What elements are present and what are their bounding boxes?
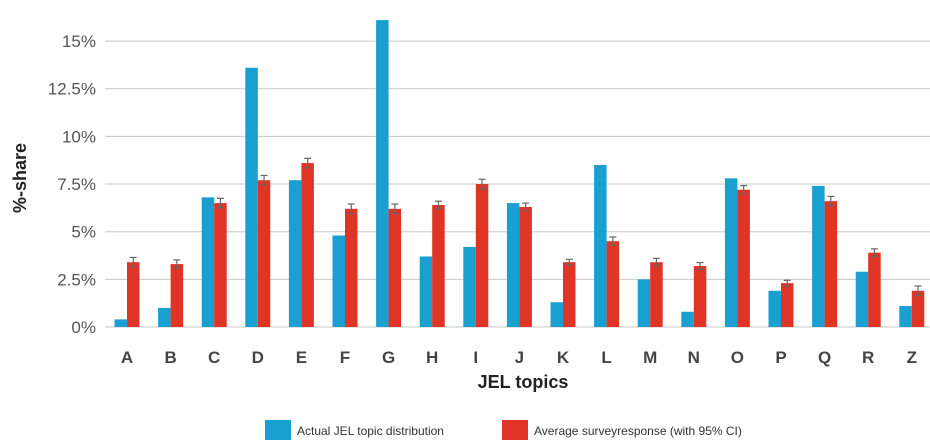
error-bar-L	[609, 236, 617, 247]
bar-survey-O	[737, 189, 750, 327]
bar-survey-P	[781, 283, 794, 327]
error-bar-I	[478, 178, 486, 190]
y-tick-label: 10%	[62, 127, 96, 146]
legend-swatch-survey	[502, 420, 528, 440]
y-tick-label: 7.5%	[57, 175, 96, 194]
error-bar-J	[522, 202, 530, 212]
y-axis-title: %-share	[10, 143, 30, 213]
y-tick-label: 2.5%	[57, 270, 96, 289]
bar-actual-Q	[812, 185, 825, 327]
bar-survey-L	[606, 241, 620, 327]
bar-survey-R	[868, 252, 881, 327]
legend: Actual JEL topic distribution Average su…	[265, 420, 742, 440]
x-tick-label-E: E	[296, 348, 307, 367]
x-tick-label-J: J	[515, 348, 524, 367]
bar-actual-F	[332, 235, 345, 327]
x-tick-label-I: I	[473, 348, 478, 367]
bar-survey-K	[563, 262, 576, 327]
x-tick-label-D: D	[252, 348, 264, 367]
x-tick-label-C: C	[208, 348, 220, 367]
y-tick-label: 15%	[62, 32, 96, 51]
error-bar-Z	[914, 285, 922, 297]
bar-survey-E	[301, 163, 314, 327]
bar-survey-H	[432, 205, 445, 327]
x-tick-label-P: P	[775, 348, 786, 367]
bar-survey-M	[650, 262, 663, 327]
bar-survey-Z	[911, 290, 925, 327]
x-tick-label-H: H	[426, 348, 438, 367]
bar-survey-N	[693, 266, 707, 327]
x-tick-label-G: G	[382, 348, 395, 367]
legend-label-survey: Average surveyresponse (with 95% CI)	[534, 424, 742, 438]
bar-actual-Z	[899, 306, 912, 327]
y-tick-label: 0%	[71, 318, 96, 337]
x-tick-label-L: L	[601, 348, 611, 367]
y-tick-label: 12.5%	[48, 80, 96, 99]
error-bar-K	[565, 258, 573, 266]
bar-actual-B	[158, 307, 171, 327]
bar-actual-P	[768, 290, 781, 327]
error-bar-O	[740, 184, 748, 195]
bar-actual-H	[419, 256, 433, 327]
x-tick-label-R: R	[862, 348, 874, 367]
x-axis-title: JEL topics	[478, 372, 569, 392]
bar-actual-M	[637, 279, 651, 327]
x-tick-label-F: F	[340, 348, 350, 367]
y-tick-label: 5%	[71, 223, 96, 242]
bar-actual-N	[681, 311, 694, 327]
bar-actual-L	[594, 164, 607, 327]
bar-actual-O	[724, 178, 738, 327]
error-bar-C	[216, 197, 224, 209]
bar-actual-D	[245, 67, 258, 327]
error-bar-D	[260, 174, 268, 186]
bar-actual-G	[376, 20, 389, 327]
x-tick-label-Q: Q	[818, 348, 831, 367]
error-bar-Q	[827, 195, 835, 207]
bar-actual-I	[463, 246, 476, 327]
error-bar-P	[783, 279, 791, 287]
bar-survey-D	[257, 180, 271, 327]
legend-label-actual: Actual JEL topic distribution	[297, 424, 444, 438]
error-bars	[129, 157, 922, 297]
bar-survey-I	[475, 184, 489, 327]
error-bar-M	[652, 257, 660, 267]
x-tick-label-Z: Z	[907, 348, 917, 367]
bar-actual-A	[114, 319, 127, 327]
error-bar-A	[129, 256, 137, 268]
error-bar-R	[870, 248, 878, 258]
error-bar-G	[391, 203, 399, 215]
bar-actual-C	[201, 197, 215, 327]
bar-survey-G	[388, 208, 402, 327]
bar-survey-C	[214, 203, 227, 327]
x-tick-label-O: O	[731, 348, 744, 367]
y-axis-ticks: 0% 2.5% 5% 7.5% 10% 12.5% 15%	[48, 32, 96, 337]
bar-actual-J	[506, 203, 520, 327]
x-tick-label-A: A	[121, 348, 133, 367]
bar-actual-R	[855, 271, 869, 327]
error-bar-F	[347, 203, 355, 215]
error-bar-B	[173, 259, 181, 269]
bar-actual-E	[288, 180, 302, 327]
bar-survey-J	[519, 206, 532, 327]
bar-survey-F	[345, 208, 358, 327]
bars	[114, 20, 925, 327]
error-bar-E	[304, 157, 312, 169]
bar-survey-A	[127, 262, 140, 327]
bar-survey-B	[170, 264, 184, 327]
bar-survey-Q	[824, 201, 838, 327]
x-tick-label-B: B	[164, 348, 176, 367]
x-tick-label-M: M	[643, 348, 657, 367]
error-bar-N	[696, 261, 704, 271]
bar-actual-K	[550, 302, 563, 327]
legend-swatch-actual	[265, 420, 291, 440]
x-tick-label-K: K	[557, 348, 570, 367]
x-tick-label-N: N	[688, 348, 700, 367]
error-bar-H	[434, 200, 442, 210]
